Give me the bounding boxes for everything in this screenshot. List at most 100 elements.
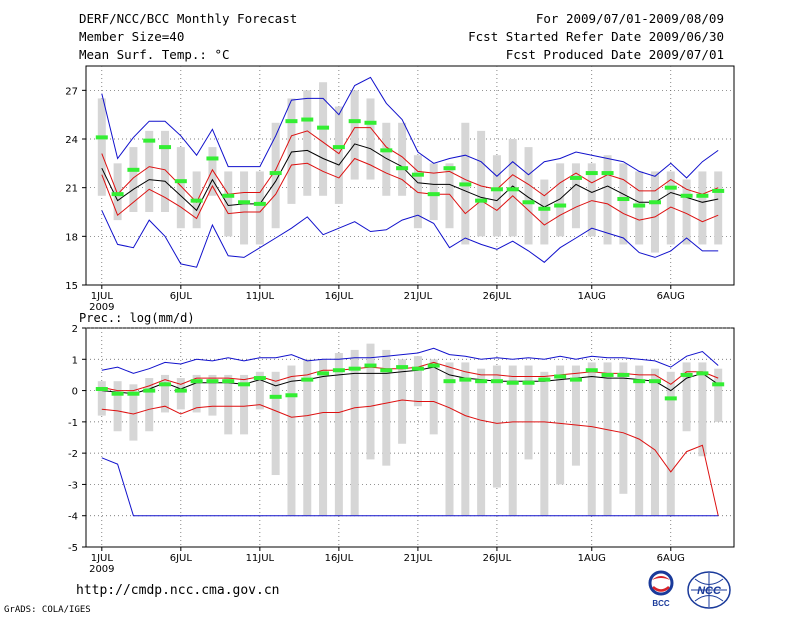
prec-xtick-label-2: 11JUL (246, 553, 275, 564)
prec-obs-mark-26 (506, 380, 519, 385)
prec-xtick-label-1: 6JUL (170, 553, 193, 564)
prec-obs-mark-15 (332, 368, 345, 373)
prec-spread-bar-5 (176, 378, 185, 410)
prec-obs-mark-21 (427, 363, 440, 368)
temp-obs-mark-7 (206, 156, 219, 161)
prec-obs-mark-11 (269, 394, 282, 399)
temp-obs-mark-9 (238, 200, 251, 205)
temp-obs-mark-28 (538, 206, 551, 211)
prec-obs-mark-10 (253, 376, 266, 381)
temp-obs-mark-25 (490, 187, 503, 192)
temp-spread-bar-9 (240, 171, 249, 245)
temp-plot-frame (85, 65, 735, 286)
temp-spread-bar-25 (492, 155, 501, 237)
prec-spread-bar-18 (382, 349, 391, 466)
prec-obs-mark-12 (285, 393, 298, 398)
temp-spread-bar-0 (97, 98, 106, 196)
temp-obs-mark-30 (569, 175, 582, 180)
prec-spread-bar-16 (350, 349, 359, 516)
temp-spread-bar-39 (714, 171, 723, 245)
temp-obs-mark-2 (127, 167, 140, 172)
temp-obs-mark-31 (585, 171, 598, 176)
prec-obs-mark-33 (617, 372, 630, 377)
temp-spread-bar-38 (698, 171, 707, 245)
prec-obs-mark-4 (159, 382, 172, 387)
prec-spread-bar-19 (398, 359, 407, 444)
temp-xtick-label-4: 21JUL (404, 291, 433, 302)
prec-obs-mark-22 (443, 379, 456, 384)
prec-obs-mark-28 (538, 377, 551, 382)
temperature-panel: 15 18 21 24 27 1JUL 6JUL 11JUL 16JUL 21JUL 26JUL 1A… (65, 65, 735, 313)
temp-obs-mark-37 (680, 193, 693, 198)
temp-obs-mark-0 (95, 135, 108, 140)
temp-obs-mark-16 (348, 119, 361, 124)
temp-ytick-label-4: 27 (65, 86, 78, 97)
temp-obs-mark-12 (285, 119, 298, 124)
prec-spread-bar-21 (429, 359, 438, 435)
prec-spread-bar-12 (287, 365, 296, 516)
prec-ytick-label-6: 1 (72, 355, 78, 366)
prec-obs-mark-31 (585, 368, 598, 373)
chart-title: DERF/NCC/BCC Monthly Forecast (79, 11, 298, 26)
prec-obs-mark-13 (301, 377, 314, 382)
prec-obs-mark-17 (364, 363, 377, 368)
prec-xtick-label-7: 6AUG (657, 553, 685, 564)
temp-line-ensemble-min (101, 210, 719, 268)
prec-spread-bar-22 (445, 362, 454, 516)
temp-obs-mark-17 (364, 120, 377, 125)
prec-spread-bar-39 (714, 368, 723, 422)
produced-date-label: Fcst Produced Date 2009/07/01 (505, 47, 724, 62)
prec-obs-mark-23 (459, 377, 472, 382)
prec-obs-mark-32 (601, 372, 614, 377)
temp-spread-bar-8 (224, 171, 233, 237)
temp-spread-bar-17 (366, 98, 375, 180)
prec-spread-bar-0 (97, 381, 106, 416)
prec-spread-bar-2 (129, 384, 138, 441)
bcc-logo: BCC (648, 570, 674, 608)
temp-spread-bar-18 (382, 122, 391, 196)
prec-spread-bar-26 (508, 365, 517, 516)
prec-spread-bar-20 (413, 356, 422, 407)
temp-obs-mark-21 (427, 192, 440, 197)
temp-xtick-label-6: 1AUG (578, 291, 606, 302)
prec-ytick-label-2: -3 (68, 480, 78, 491)
prec-obs-mark-37 (680, 372, 693, 377)
prec-spread-bar-32 (603, 362, 612, 516)
temp-spread-bar-16 (350, 90, 359, 180)
temp-spread-bar-30 (571, 163, 580, 229)
forecast-period-label: For 2009/07/01-2009/08/09 (535, 11, 724, 26)
temp-xtick-label-3: 16JUL (325, 291, 354, 302)
temp-spread-bar-22 (445, 163, 454, 229)
prec-line-ensemble-max (101, 347, 719, 374)
prec-spread-bar-17 (366, 343, 375, 460)
temp-xtick-label-7: 6AUG (657, 291, 685, 302)
temp-spread-bar-27 (524, 147, 533, 245)
ncc-logo: NCC (687, 571, 731, 609)
temp-spread-bar-28 (540, 179, 549, 245)
prec-obs-mark-36 (664, 396, 677, 401)
prec-obs-mark-14 (317, 371, 330, 376)
temp-obs-mark-14 (317, 125, 330, 130)
ncc-logo-text: NCC (697, 585, 722, 597)
temp-line-mean-plus-spread (101, 127, 719, 204)
temp-obs-mark-1 (111, 192, 124, 197)
temp-obs-mark-11 (269, 171, 282, 176)
prec-ytick-label-4: -1 (68, 418, 78, 429)
prec-obs-mark-18 (380, 368, 393, 373)
prec-spread-bar-34 (635, 365, 644, 516)
temp-obs-mark-5 (174, 179, 187, 184)
prec-spread-bar-1 (113, 381, 122, 432)
temp-spread-bar-15 (334, 106, 343, 204)
grads-credit: GrADS: COLA/IGES (4, 605, 91, 615)
temp-spread-bar-31 (587, 163, 596, 237)
prec-line-ensemble-min (101, 457, 719, 517)
temp-obs-mark-29 (554, 203, 567, 208)
temp-obs-mark-20 (411, 172, 424, 177)
prec-spread-bar-10 (255, 371, 264, 410)
prec-obs-mark-38 (696, 371, 709, 376)
prec-spread-bar-11 (271, 371, 280, 476)
prec-spread-bar-8 (224, 374, 233, 435)
prec-spread-bar-37 (682, 362, 691, 432)
